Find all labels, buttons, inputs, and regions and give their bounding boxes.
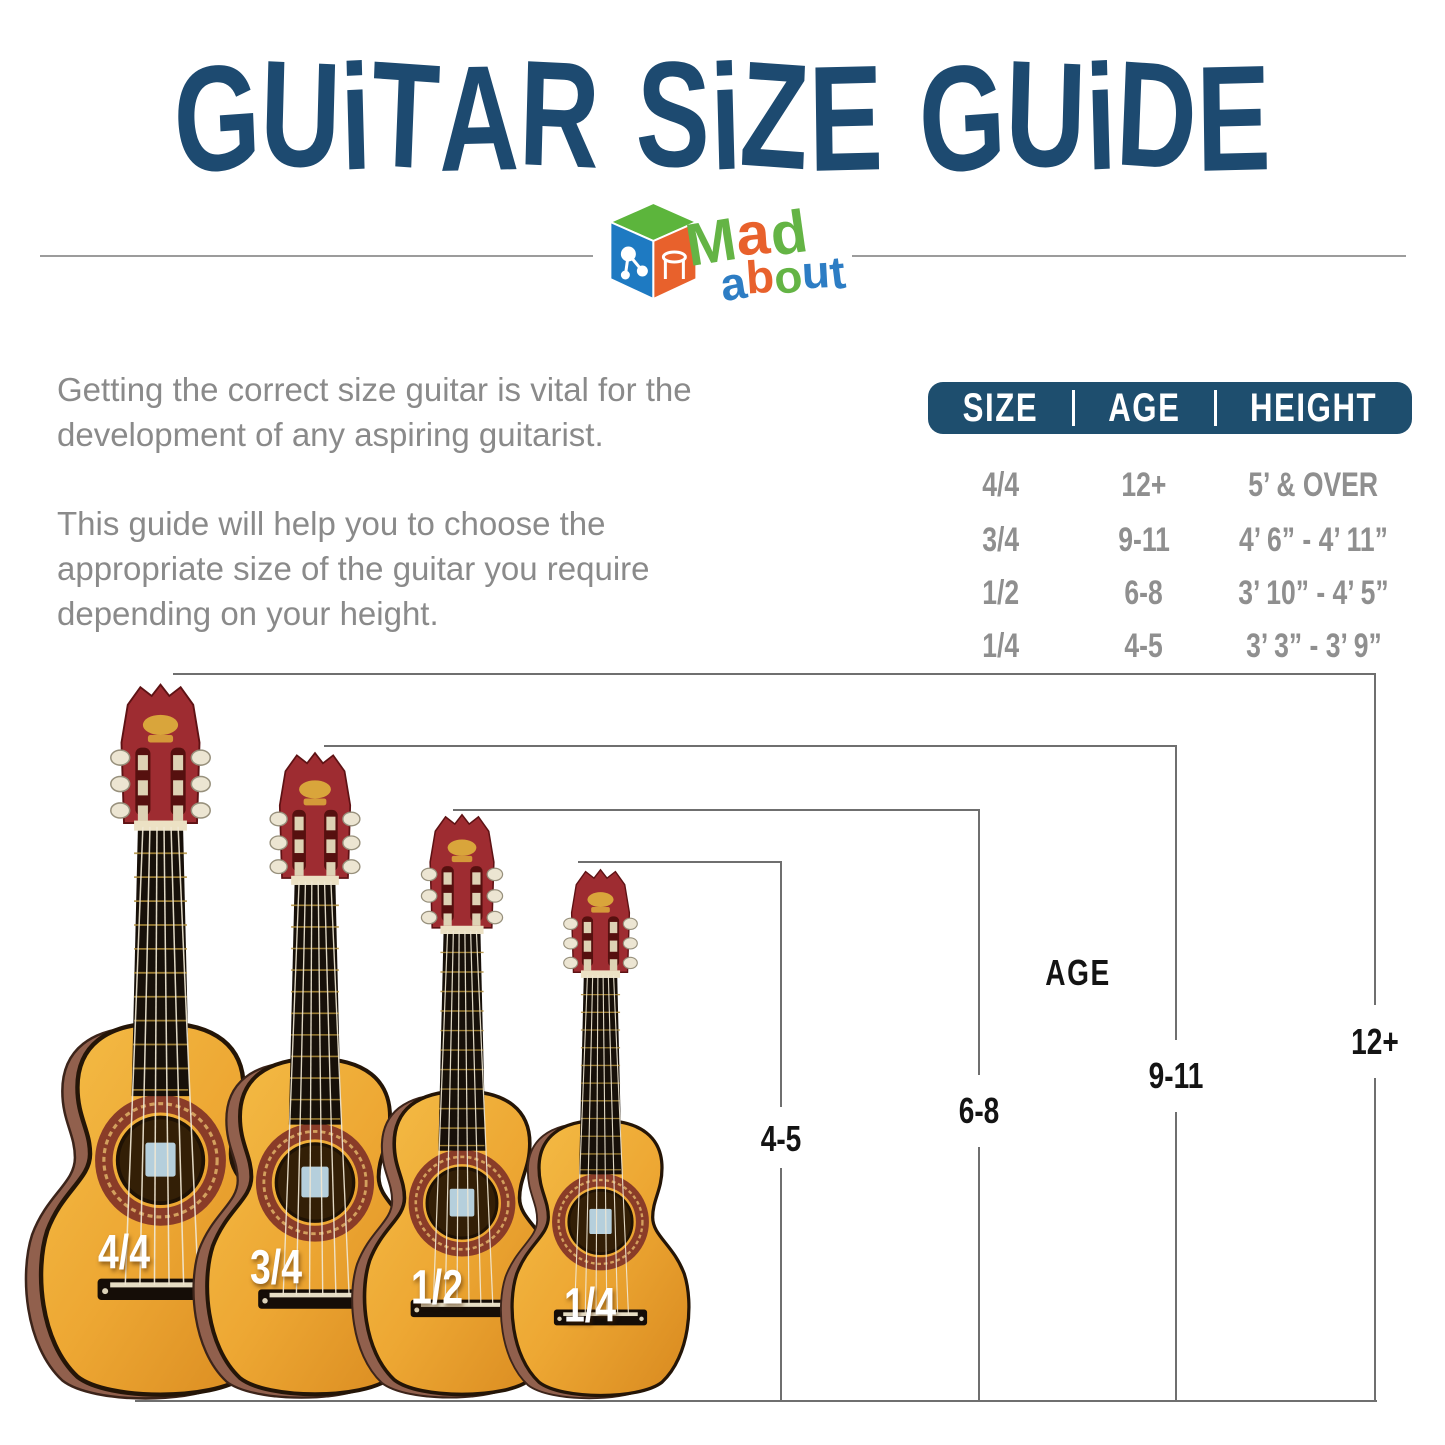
bracket-line-34 <box>1175 745 1177 1040</box>
table-row: 1/4 4-5 3’ 3” - 3’ 9” <box>928 620 1412 672</box>
guitar-size-label-1-4: 1/4 <box>563 1279 617 1333</box>
baseline-floor-line <box>135 1400 1377 1402</box>
page-title: GUiTAR SiZE GUiDE <box>0 26 1445 206</box>
age-label-6-8: 6-8 <box>958 1090 1000 1131</box>
row-size: 1/2 <box>982 573 1019 612</box>
table-row: 3/4 9-11 4’ 6” - 4’ 11” <box>928 514 1412 566</box>
table-row: 1/2 6-8 3’ 10” - 4’ 5” <box>928 567 1412 619</box>
bracket-line-14 <box>780 861 782 1107</box>
row-age: 4-5 <box>1124 626 1164 665</box>
header-age: AGE <box>1107 385 1181 430</box>
guitar-size-label-4-4: 4/4 <box>97 1226 151 1280</box>
bracket-line-44 <box>1374 1078 1376 1402</box>
bracket-line-14 <box>780 1168 782 1402</box>
header-size: SIZE <box>962 385 1039 430</box>
bracket-line-12 <box>978 809 980 1075</box>
row-height: 3’ 10” - 4’ 5” <box>1238 573 1389 612</box>
intro-paragraph-1: Getting the correct size guitar is vital… <box>57 371 692 453</box>
guitar-size-label-1-2: 1/2 <box>410 1261 464 1315</box>
row-height: 5’ & OVER <box>1248 465 1379 504</box>
row-height: 3’ 3” - 3’ 9” <box>1245 626 1382 665</box>
logo-cube-icon <box>607 201 699 301</box>
guitar-size-label-3-4: 3/4 <box>249 1241 303 1295</box>
row-size: 3/4 <box>982 520 1019 559</box>
divider-line-right <box>852 255 1406 257</box>
bracket-line-12 <box>453 809 980 811</box>
age-axis-title: AGE <box>1045 952 1111 993</box>
table-row: 4/4 12+ 5’ & OVER <box>928 459 1412 511</box>
size-table: SIZE AGE HEIGHT 4/4 12+ 5’ & OVER 3/4 9-… <box>928 382 1412 665</box>
bracket-line-34 <box>324 745 1177 747</box>
row-size: 1/4 <box>982 626 1019 665</box>
intro-paragraph-2: This guide will help you to choose the a… <box>57 504 650 632</box>
brand-logo: Mad about <box>603 197 848 311</box>
bracket-line-12 <box>978 1147 980 1402</box>
page-title-text: GUiTAR SiZE GUiDE <box>170 27 1273 205</box>
size-table-header: SIZE AGE HEIGHT <box>928 382 1412 434</box>
bracket-line-44 <box>1374 673 1376 1005</box>
bracket-line-44 <box>173 673 1376 675</box>
intro-text-block: Getting the correct size guitar is vital… <box>57 368 752 680</box>
bracket-line-34 <box>1175 1112 1177 1402</box>
age-label-12plus: 12+ <box>1351 1021 1399 1062</box>
header-height: HEIGHT <box>1249 385 1378 430</box>
age-label-9-11: 9-11 <box>1148 1055 1204 1096</box>
row-age: 9-11 <box>1118 520 1170 559</box>
row-size: 4/4 <box>982 465 1019 504</box>
logo-wordmark: Mad about <box>681 197 848 312</box>
row-age: 6-8 <box>1124 573 1164 612</box>
logo-word-about: about <box>715 245 848 312</box>
row-height: 4’ 6” - 4’ 11” <box>1239 520 1388 559</box>
row-age: 12+ <box>1121 465 1167 504</box>
header-divider <box>1072 390 1075 426</box>
header-divider <box>1214 390 1217 426</box>
bracket-line-14 <box>578 861 782 863</box>
age-label-4-5: 4-5 <box>760 1118 802 1159</box>
divider-line-left <box>40 255 593 257</box>
